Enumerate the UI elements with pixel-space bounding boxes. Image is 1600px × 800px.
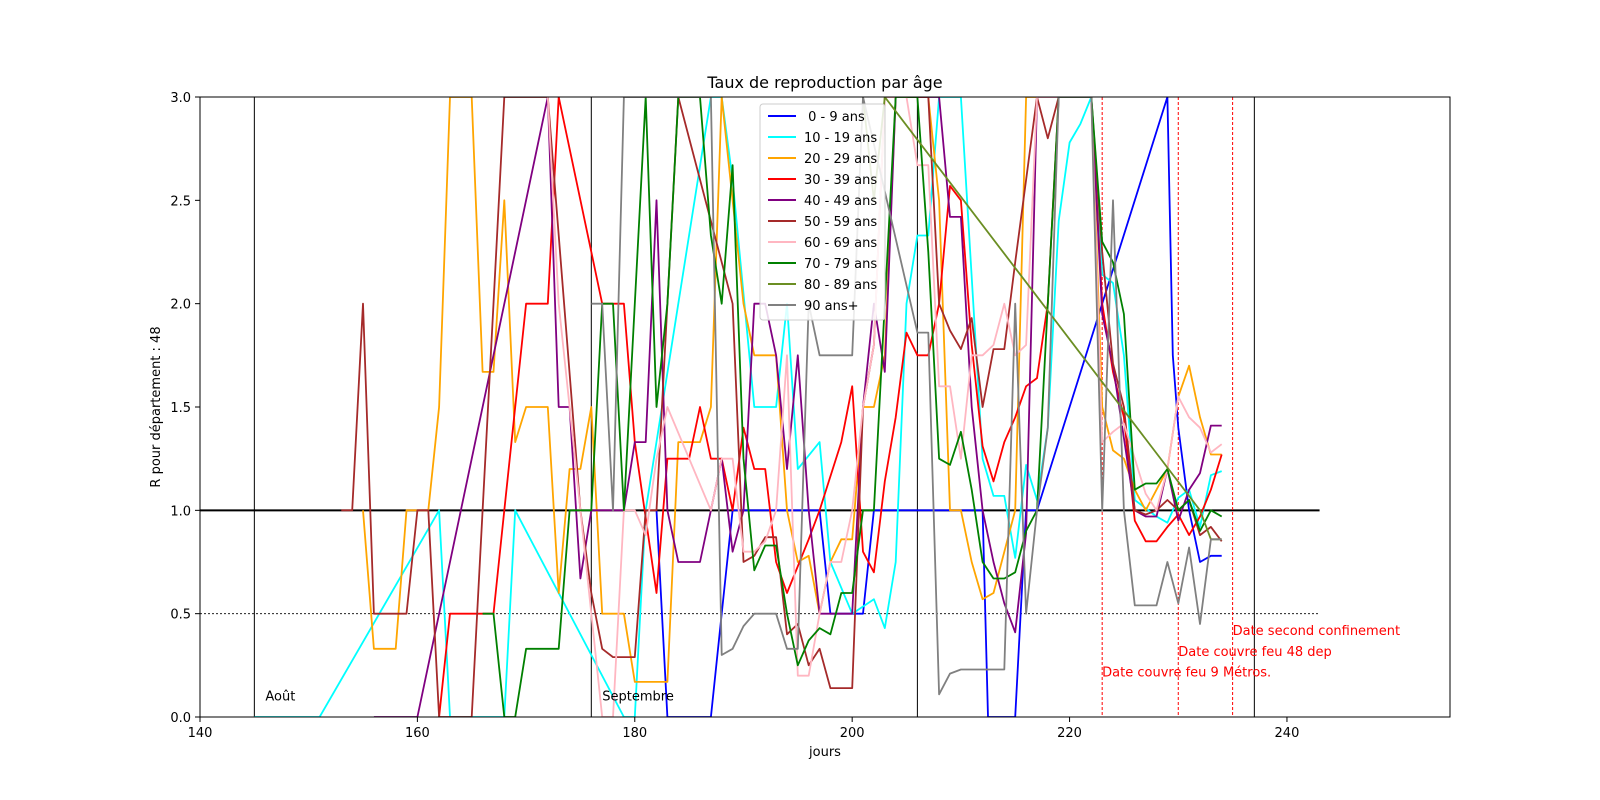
event-label: Date couvre feu 9 Métros.	[1102, 666, 1271, 681]
month-label: Septembre	[602, 689, 674, 704]
month-label: Août	[265, 689, 295, 704]
series-line-0	[655, 97, 1222, 717]
x-tick-label: 200	[840, 726, 865, 741]
series-line-9	[591, 97, 1222, 696]
y-tick-label: 0.0	[170, 711, 191, 726]
series-line-5	[341, 97, 1223, 717]
legend-entry: 50 - 59 ans	[804, 215, 877, 230]
series-lines	[254, 97, 1223, 717]
legend-entry: 70 - 79 ans	[804, 257, 877, 272]
y-tick-label: 1.5	[170, 401, 191, 416]
x-tick-label: 240	[1275, 726, 1300, 741]
series-line-6	[546, 97, 1223, 717]
y-tick-label: 2.0	[170, 298, 191, 313]
legend: 0 - 9 ans 10 - 19 ans 20 - 29 ans 30 - 39 a…	[759, 103, 886, 321]
legend-entry: 60 - 69 ans	[804, 236, 877, 251]
legend-entry: 90 ans+	[804, 299, 859, 314]
chart-title: Taux de reproduction par âge	[706, 73, 942, 92]
x-tick-label: 220	[1057, 726, 1082, 741]
legend-entry: 20 - 29 ans	[804, 152, 877, 167]
y-axis-label: R pour département : 48	[149, 326, 164, 487]
annotation-labels: Août Septembre Date couvre feu 9 Métros. Da…	[265, 624, 1400, 704]
y-tick-label: 0.5	[170, 608, 191, 623]
legend-entry: 30 - 39 ans	[804, 173, 877, 188]
x-tick-label: 180	[622, 726, 647, 741]
legend-entry: 80 - 89 ans	[804, 278, 877, 293]
y-tick-label: 2.5	[170, 194, 191, 209]
legend-entry: 0 - 9 ans	[804, 110, 865, 125]
legend-entry: 10 - 19 ans	[804, 131, 877, 146]
x-tick-label: 160	[405, 726, 430, 741]
y-tick-label: 1.0	[170, 504, 191, 519]
y-axis-ticks: 0.0 0.5 1.0 1.5 2.0 2.5 3.0	[170, 91, 200, 726]
event-label: Date couvre feu 48 dep	[1178, 645, 1332, 660]
y-tick-label: 3.0	[170, 91, 191, 106]
legend-entry: 40 - 49 ans	[804, 194, 877, 209]
x-axis-ticks: 140 160 180 200 220 240	[188, 717, 1300, 741]
series-line-1	[254, 97, 1223, 717]
x-tick-label: 140	[188, 726, 213, 741]
event-label: Date second confinement	[1233, 624, 1400, 639]
x-axis-label: jours	[808, 745, 841, 760]
